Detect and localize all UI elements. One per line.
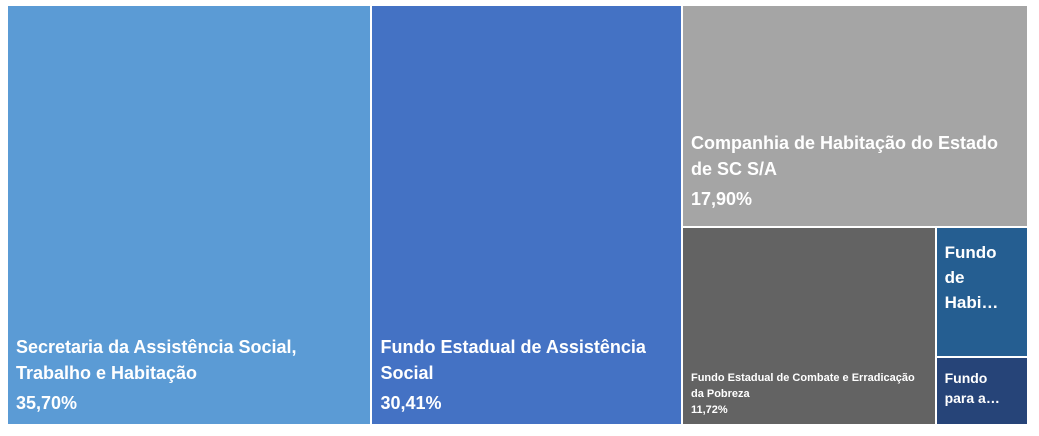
cell-label: Secretaria da Assistência Social, Trabal… bbox=[16, 337, 297, 383]
treemap-cell: Fundo Estadual de Combate e Erradicação … bbox=[681, 226, 936, 425]
cell-label: Fundo Estadual de Assistência Social bbox=[380, 337, 646, 383]
treemap-cell: Fundo Estadual de Assistência Social 30,4… bbox=[371, 5, 682, 425]
treemap-cell: Fundo para a… bbox=[935, 356, 1028, 425]
cell-value: 35,70% bbox=[16, 393, 78, 413]
treemap-cell: Secretaria da Assistência Social, Trabal… bbox=[7, 5, 372, 425]
cell-label: Fundo de Habi… bbox=[944, 242, 999, 312]
cell-value: 30,41% bbox=[380, 393, 442, 413]
treemap-cell: Fundo de Habi… bbox=[935, 226, 1028, 357]
cell-value: 17,90% bbox=[690, 188, 753, 209]
cell-label: Fundo Estadual de Combate e Erradicação … bbox=[690, 371, 915, 400]
treemap-cell: Companhia de Habitação do Estado de SC S… bbox=[681, 5, 1028, 227]
cell-label: Companhia de Habitação do Estado de SC S… bbox=[690, 132, 999, 179]
cell-label: Fundo para a… bbox=[944, 369, 1000, 406]
cell-value: 11,72% bbox=[690, 403, 728, 416]
